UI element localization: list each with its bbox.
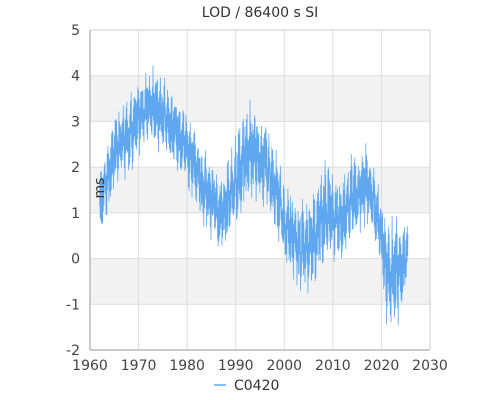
y-tick-label: -1 (66, 297, 80, 313)
series-layer (99, 65, 409, 326)
y-tick-label: 3 (71, 114, 80, 130)
y-tick-label: 0 (71, 252, 80, 268)
y-tick-label: 4 (71, 69, 80, 85)
tick-labels: 1960 1970 1980 1990 2000 2010 2020 2030 -2 -1 0 1 2 3… (66, 23, 448, 374)
y-tick-label: 2 (71, 160, 80, 176)
y-tick-label: 5 (71, 23, 80, 39)
x-tick-label: 1960 (72, 358, 108, 374)
x-tick-label: 2030 (412, 358, 448, 374)
y-tick-label: 1 (71, 206, 80, 222)
x-tick-label: 2000 (266, 358, 302, 374)
x-tick-label: 2020 (364, 358, 400, 374)
plot-frame (89, 29, 431, 351)
legend-label: C0420 (234, 378, 279, 394)
y-tick-label: -2 (66, 343, 80, 359)
legend[interactable]: C0420 (214, 378, 279, 394)
series-line-c0420 (99, 65, 409, 326)
y-axis-title: ms (92, 178, 108, 199)
background-band (90, 258, 430, 305)
x-tick-label: 2010 (315, 358, 351, 374)
x-tick-label: 1990 (218, 358, 254, 374)
x-tick-label: 1980 (169, 358, 205, 374)
x-tick-label: 1970 (121, 358, 157, 374)
chart-title: LOD / 86400 s SI (202, 5, 318, 21)
